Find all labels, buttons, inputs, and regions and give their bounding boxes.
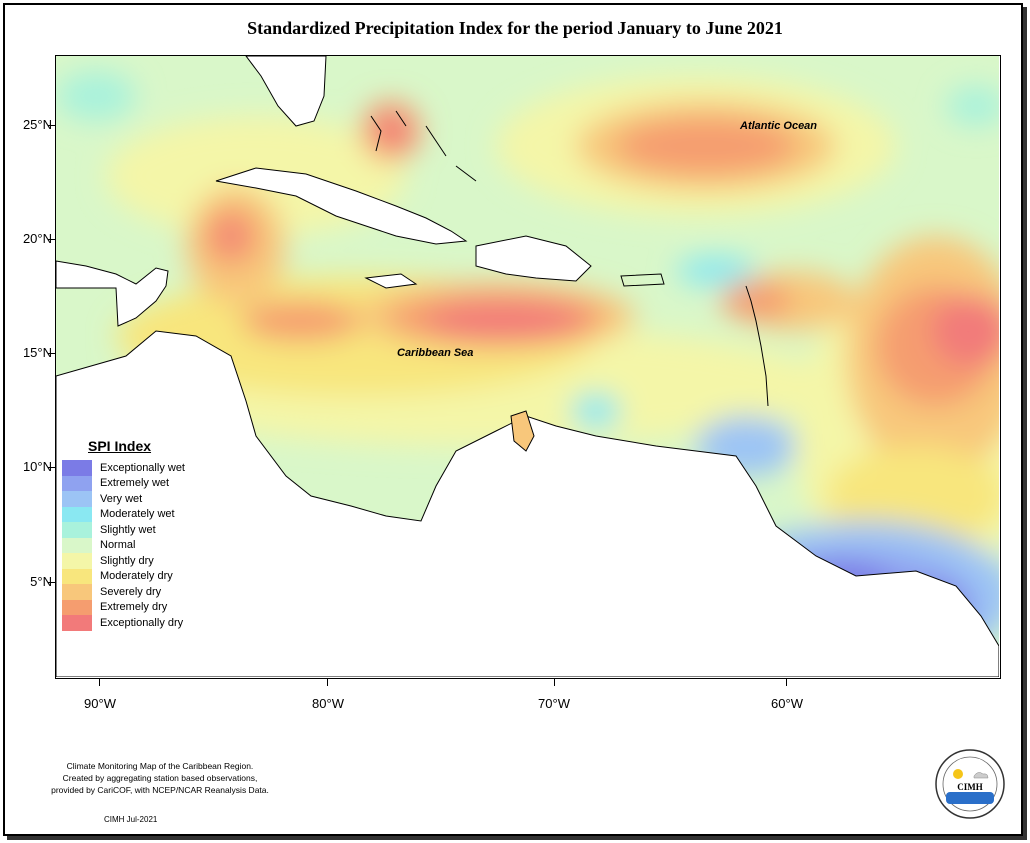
legend-item: Extremely dry xyxy=(62,599,242,615)
legend-item: Very wet xyxy=(62,491,242,507)
legend-title: SPI Index xyxy=(88,438,152,454)
lon-label-80w: 80°W xyxy=(312,696,344,711)
lat-label-15n: 15°N xyxy=(22,345,52,360)
legend-item: Slightly wet xyxy=(62,522,242,538)
legend-label: Slightly dry xyxy=(100,554,154,567)
lat-tick xyxy=(48,353,55,354)
legend-swatch xyxy=(62,568,92,584)
lat-tick xyxy=(48,582,55,583)
legend-item: Moderately wet xyxy=(62,506,242,522)
legend-swatch xyxy=(62,460,92,476)
legend-swatch xyxy=(62,553,92,569)
lat-tick xyxy=(48,467,55,468)
legend-swatch xyxy=(62,475,92,491)
legend-item: Exceptionally wet xyxy=(62,460,242,476)
footer-note-line: Climate Monitoring Map of the Caribbean … xyxy=(66,761,254,771)
legend-label: Severely dry xyxy=(100,585,162,598)
footer-note-line: Created by aggregating station based obs… xyxy=(62,773,258,783)
legend-item: Extremely wet xyxy=(62,475,242,491)
legend-label: Extremely dry xyxy=(100,601,168,614)
logo-text: CIMH xyxy=(957,782,983,792)
legend-swatch xyxy=(62,615,92,631)
legend-label: Very wet xyxy=(100,492,143,505)
legend-label: Moderately dry xyxy=(100,570,173,583)
spi-legend: SPI Index Exceptionally wet Extremely wet… xyxy=(62,438,242,631)
lat-label-5n: 5°N xyxy=(30,574,52,589)
caribbean-sea-label: Caribbean Sea xyxy=(397,347,474,359)
lon-tick xyxy=(786,679,787,686)
legend-label: Slightly wet xyxy=(100,523,156,536)
atlantic-ocean-label: Atlantic Ocean xyxy=(740,120,818,132)
legend-label: Moderately wet xyxy=(100,508,175,521)
legend-label: Exceptionally wet xyxy=(100,461,185,474)
footer-note: Climate Monitoring Map of the Caribbean … xyxy=(30,760,290,796)
legend-item: Exceptionally dry xyxy=(62,615,242,631)
legend-item: Slightly dry xyxy=(62,553,242,569)
lat-label-20n: 20°N xyxy=(22,231,52,246)
legend-item: Moderately dry xyxy=(62,568,242,584)
spi-map xyxy=(55,55,1001,679)
lon-label-90w: 90°W xyxy=(84,696,116,711)
lat-tick xyxy=(48,125,55,126)
cimh-logo: CIMH xyxy=(934,748,1006,820)
lon-tick xyxy=(554,679,555,686)
footer-note-line: provided by CariCOF, with NCEP/NCAR Rean… xyxy=(51,785,269,795)
legend-swatch xyxy=(62,584,92,600)
legend-label: Normal xyxy=(100,539,136,552)
cimh-logo-icon: CIMH xyxy=(935,749,1005,819)
footer-credit: CIMH Jul-2021 xyxy=(104,815,158,824)
lon-label-70w: 70°W xyxy=(538,696,570,711)
legend-label: Exceptionally dry xyxy=(100,616,184,629)
legend-swatch xyxy=(62,599,92,615)
legend-item: Normal xyxy=(62,537,242,553)
legend-swatch xyxy=(62,491,92,507)
lat-tick xyxy=(48,239,55,240)
map-title: Standardized Precipitation Index for the… xyxy=(247,18,783,38)
legend-label: Extremely wet xyxy=(100,477,170,490)
legend-swatch xyxy=(62,522,92,538)
legend-swatch xyxy=(62,506,92,522)
legend-item: Severely dry xyxy=(62,584,242,600)
legend-swatch xyxy=(62,537,92,553)
lat-label-25n: 25°N xyxy=(22,117,52,132)
lon-label-60w: 60°W xyxy=(771,696,803,711)
lat-label-10n: 10°N xyxy=(22,459,52,474)
lon-tick xyxy=(99,679,100,686)
legend-items: Exceptionally wet Extremely wet Very wet Mo… xyxy=(62,460,242,631)
lon-tick xyxy=(327,679,328,686)
spi-map-canvas xyxy=(56,56,999,677)
